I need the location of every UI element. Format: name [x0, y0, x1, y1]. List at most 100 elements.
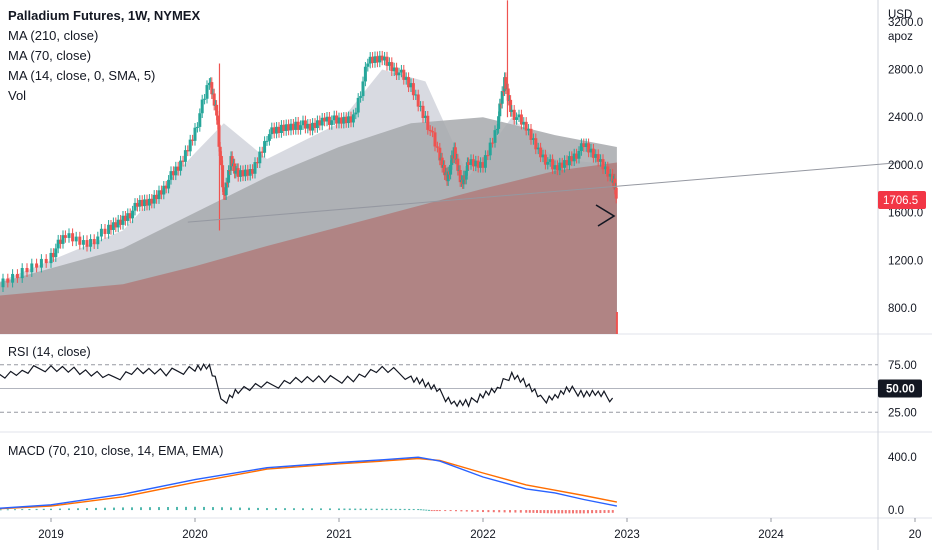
candle-body: [499, 103, 503, 105]
candle-body: [162, 185, 166, 195]
candle-body: [243, 169, 247, 177]
candle-body: [313, 122, 317, 129]
macd-histogram-bar: [104, 507, 106, 511]
candle-body: [519, 114, 523, 125]
candle-body: [253, 162, 257, 174]
candle-body: [138, 199, 142, 207]
candle-body: [315, 120, 319, 129]
macd-histogram-bar: [412, 508, 415, 511]
candle-body: [383, 56, 387, 61]
macd-histogram-bar: [113, 507, 115, 511]
candle-body: [483, 155, 487, 168]
candle-body: [119, 219, 123, 225]
price-tick-label: 2000.0: [888, 160, 923, 172]
candle-body: [608, 173, 612, 177]
candle-body: [587, 143, 591, 153]
macd-histogram-bar: [0, 509, 2, 511]
legend-vol[interactable]: Vol: [8, 88, 27, 103]
candle-body: [323, 117, 327, 122]
macd-histogram-bar: [35, 508, 38, 511]
candle-body: [195, 126, 199, 128]
macd-histogram-bar: [257, 507, 259, 511]
candle-body: [44, 258, 48, 264]
legend-ma210[interactable]: MA (210, close): [8, 28, 99, 43]
candle-body: [233, 163, 237, 174]
candle-body: [395, 67, 399, 76]
candle-body: [325, 116, 329, 122]
candle-body: [347, 116, 351, 124]
candle-body: [35, 263, 39, 268]
candle-body: [228, 170, 232, 172]
candle-body: [200, 99, 204, 114]
candle-body: [603, 166, 607, 170]
macd-histogram-bar: [564, 510, 567, 514]
candle-body: [179, 160, 183, 171]
candle-body: [421, 105, 425, 118]
candle-body: [349, 116, 353, 123]
macd-histogram-bar: [546, 510, 549, 514]
candle-body: [474, 160, 478, 167]
candle-body: [510, 109, 514, 113]
macd-histogram-bar: [514, 510, 517, 513]
rsi-line: [0, 362, 614, 408]
candle-body: [193, 127, 197, 141]
candle-body: [92, 239, 96, 245]
candle-body: [234, 170, 238, 174]
candle-body: [277, 126, 281, 133]
candle-body: [176, 166, 180, 171]
legend-ma14[interactable]: MA (14, close, 0, SMA, 5): [8, 68, 156, 83]
macd-pane: [0, 456, 618, 514]
candle-body: [570, 156, 574, 162]
candle-body: [74, 236, 78, 242]
candle-body: [59, 239, 63, 244]
candle-body: [488, 142, 492, 156]
candle-body: [501, 91, 505, 93]
legend: Palladium Futures, 1W, NYMEX MA (210, cl…: [8, 6, 200, 106]
macd-histogram-bar: [338, 508, 340, 511]
macd-histogram-bar: [28, 508, 31, 511]
trendline: [187, 162, 901, 223]
legend-title[interactable]: Palladium Futures, 1W, NYMEX: [8, 8, 201, 23]
candle-body: [390, 62, 394, 72]
candle-body: [560, 162, 564, 168]
candle-body: [450, 155, 454, 165]
candle-body: [67, 233, 71, 238]
candle-body: [99, 228, 103, 237]
candle-body: [224, 182, 228, 196]
macd-histogram-bar: [167, 507, 169, 511]
candle-body: [284, 124, 288, 132]
macd-label[interactable]: MACD (70, 210, close, 14, EMA, EMA): [8, 444, 224, 458]
candle-body: [599, 159, 603, 162]
candle-body: [205, 85, 209, 99]
candle-body: [212, 93, 216, 106]
candle-body: [462, 175, 466, 185]
candle-body: [210, 82, 214, 95]
candle-body: [356, 97, 360, 113]
candle-body: [467, 162, 471, 165]
candle-body: [546, 161, 550, 165]
candle-body: [145, 199, 149, 206]
macd-histogram-bar: [436, 510, 439, 512]
candle-body: [225, 182, 229, 184]
candle-body: [534, 138, 538, 150]
rsi-label[interactable]: RSI (14, close): [8, 345, 91, 359]
macd-histogram-bar: [595, 510, 598, 514]
candle-body: [481, 162, 485, 168]
candle-body: [529, 128, 533, 140]
candle-body: [198, 113, 202, 127]
macd-histogram-bar: [375, 508, 378, 511]
macd-histogram-bar: [343, 508, 346, 511]
candle-body: [344, 116, 348, 124]
candle-body: [584, 143, 588, 148]
candle-body: [458, 170, 462, 183]
candle-body: [51, 252, 55, 258]
macd-histogram-bar: [176, 506, 178, 511]
candle-body: [440, 157, 444, 168]
candle-body: [203, 98, 207, 100]
candle-body: [579, 143, 583, 152]
legend-ma70[interactable]: MA (70, close): [8, 48, 92, 63]
candle-body: [236, 168, 240, 177]
candle-body: [133, 202, 137, 211]
candle-body: [241, 170, 245, 177]
